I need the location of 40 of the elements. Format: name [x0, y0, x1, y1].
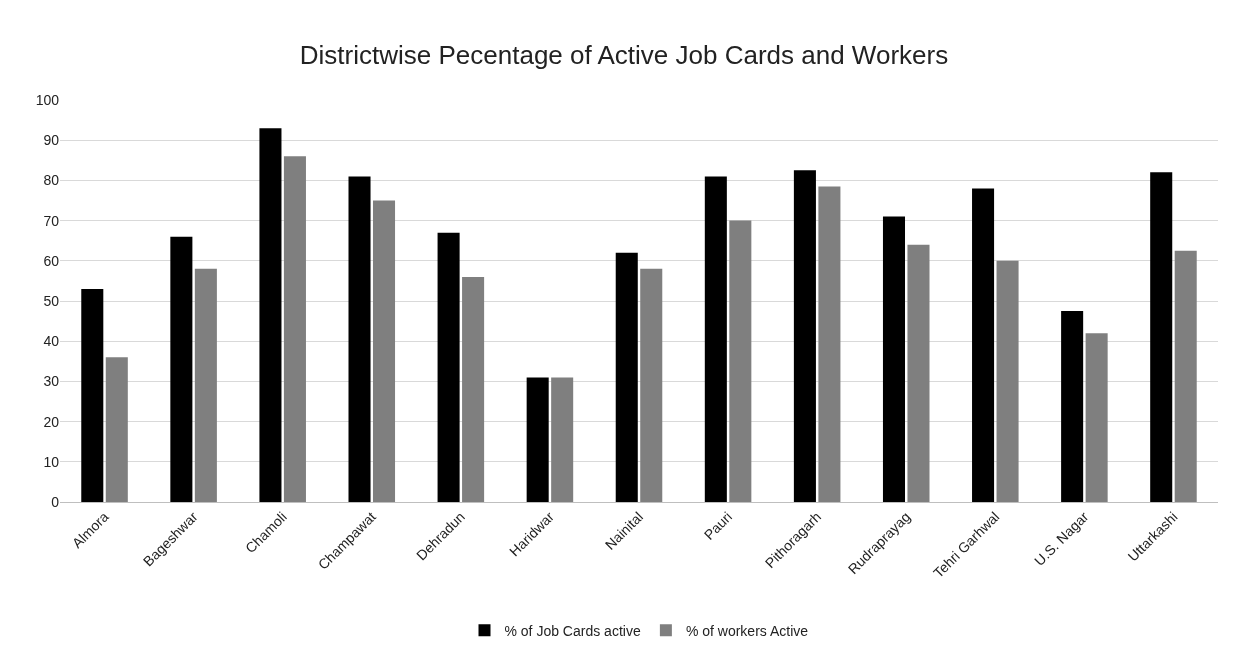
y-tick-label: 40: [43, 333, 60, 350]
bar: [640, 268, 663, 502]
y-tick-label: 60: [43, 252, 60, 269]
y-tick-label: 80: [43, 172, 60, 189]
y-tick-label: 30: [43, 373, 60, 390]
bar: [194, 268, 217, 502]
bar: [526, 377, 549, 502]
bar: [462, 276, 485, 502]
bar: [818, 186, 841, 502]
legend-label: % of Job Cards active: [504, 622, 641, 639]
y-tick-label: 20: [43, 413, 60, 430]
bar: [729, 220, 752, 502]
bar: [972, 188, 995, 502]
bar: [907, 244, 930, 502]
bar: [793, 170, 816, 502]
bar: [996, 260, 1019, 502]
bar: [259, 128, 282, 502]
bar: [704, 176, 727, 502]
bar: [1085, 333, 1108, 502]
bar: [882, 216, 906, 502]
y-tick-label: 10: [43, 453, 60, 470]
y-tick-label: 90: [43, 132, 60, 149]
bar: [105, 357, 128, 502]
bar: [1174, 250, 1197, 502]
y-tick-label: 0: [51, 493, 60, 510]
chart-title: Districtwise Pecentage of Active Job Cards and Workers: [299, 40, 949, 71]
legend-label: % of workers Active: [685, 622, 809, 639]
bar: [170, 236, 193, 502]
y-tick-label: 70: [43, 212, 60, 229]
bar: [1061, 311, 1084, 502]
bar: [81, 288, 104, 502]
bar: [372, 200, 396, 502]
bar: [615, 252, 638, 502]
y-tick-label: 100: [35, 91, 60, 108]
bar: [551, 377, 574, 502]
bar: [348, 176, 371, 502]
bar: [1150, 172, 1173, 502]
y-tick-label: 50: [43, 292, 60, 309]
bar: [283, 156, 306, 502]
bar: [437, 232, 460, 502]
